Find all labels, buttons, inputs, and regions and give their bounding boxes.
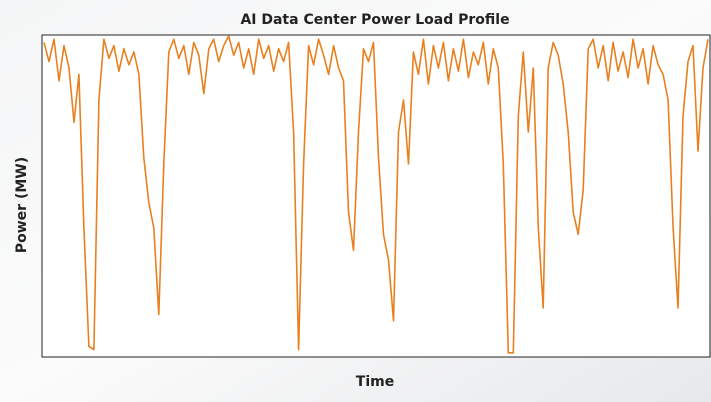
y-axis-label: Power (MW) [14, 157, 30, 253]
chart: AI Data Center Power Load Profile Time P… [0, 0, 711, 402]
x-axis-label: Time [356, 374, 394, 390]
chart-title: AI Data Center Power Load Profile [240, 12, 509, 28]
